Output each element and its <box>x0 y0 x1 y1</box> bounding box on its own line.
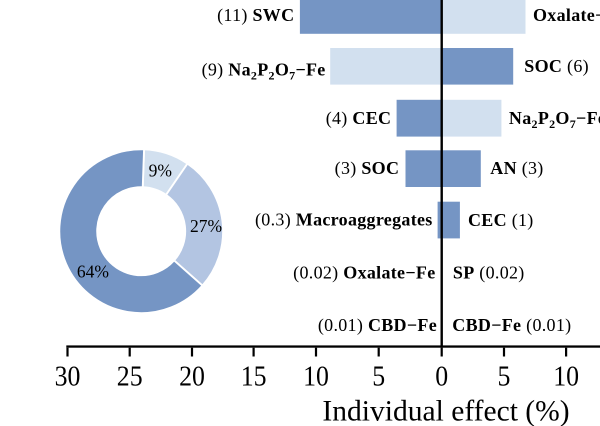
svg-text:10: 10 <box>303 360 329 392</box>
svg-text:(0.02) Oxalate−Fe: (0.02) Oxalate−Fe <box>293 263 435 284</box>
svg-text:5: 5 <box>372 360 385 392</box>
svg-text:(3) SOC: (3) SOC <box>335 158 400 179</box>
svg-text:15: 15 <box>241 360 267 392</box>
svg-text:30: 30 <box>55 360 81 392</box>
svg-text:0: 0 <box>435 360 448 392</box>
svg-text:5: 5 <box>498 360 511 392</box>
svg-text:Na2P2O7−Fe (5): Na2P2O7−Fe (5) <box>509 108 600 131</box>
svg-text:(4) CEC: (4) CEC <box>326 108 392 129</box>
svg-text:CBD−Fe (0.01): CBD−Fe (0.01) <box>452 315 571 336</box>
svg-text:27%: 27% <box>190 216 222 236</box>
svg-text:(11) SWC: (11) SWC <box>217 5 294 26</box>
svg-text:20: 20 <box>179 360 205 392</box>
svg-text:SOC (6): SOC (6) <box>524 56 589 77</box>
svg-text:SP (0.02): SP (0.02) <box>453 263 525 284</box>
svg-text:9%: 9% <box>149 161 172 181</box>
svg-text:Individual effect (%): Individual effect (%) <box>322 395 569 426</box>
svg-text:64%: 64% <box>77 262 109 282</box>
svg-text:(0.3) Macroaggregates: (0.3) Macroaggregates <box>255 210 433 231</box>
svg-text:CEC (1): CEC (1) <box>468 210 534 231</box>
svg-text:(9) Na2P2O7−Fe: (9) Na2P2O7−Fe <box>202 59 326 82</box>
svg-text:25: 25 <box>117 360 143 392</box>
svg-text:AN (3): AN (3) <box>490 158 543 179</box>
svg-text:10: 10 <box>553 360 579 392</box>
svg-text:Oxalate−Fe (7): Oxalate−Fe (7) <box>533 5 600 26</box>
svg-text:(0.01) CBD−Fe: (0.01) CBD−Fe <box>318 315 437 336</box>
